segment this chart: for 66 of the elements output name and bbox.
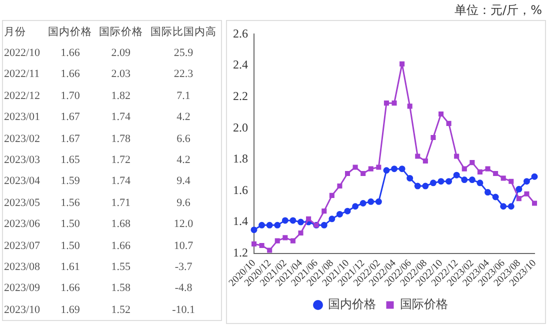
y-tick-label: 2.6 [233,26,248,40]
text: 1.66 [110,238,132,254]
text: 2023/02 [3,132,42,147]
text: 1.59 [60,174,81,190]
y-tick-label: 1.2 [233,245,248,260]
y-tick-label: 2.4 [233,58,248,72]
text: 25.9 [172,46,194,62]
text: 1.50 [60,238,81,254]
text: 1.66 [60,281,81,296]
text: 月份 [3,24,27,40]
text: 2022/12 [3,88,42,104]
text: -3.7 [174,260,194,275]
legend-label: 国际价格 [400,297,448,312]
text: 2023/05 [3,196,42,211]
text: 1.71 [110,196,132,211]
text: -10.1 [171,302,196,318]
text: 2023/10 [3,302,42,318]
text: 2.09 [110,46,132,62]
text: 1.50 [60,217,81,232]
text: 1.61 [60,260,81,275]
y-tick-label: 2.2 [233,88,248,103]
text: 1.74 [110,110,132,126]
text: 2023/03 [3,153,42,168]
y-tick-label: 1.8 [233,152,248,166]
y-tick-label: 1.4 [233,214,248,228]
text: 1.66 [60,46,81,62]
text: 1.67 [60,110,81,126]
text: 2022/10 [3,46,42,62]
text: -4.8 [174,281,194,296]
text: 1.68 [110,217,132,232]
text: 1.65 [60,153,81,168]
text: 1.55 [110,260,132,275]
text: 2022/11 [3,67,41,82]
text: 国内价格 [47,24,94,40]
text: 9.6 [176,196,192,211]
legend-label: 国内价格 [328,297,376,312]
text: 2023/01 [3,110,42,126]
text: 1.56 [60,196,81,211]
text: 7.1 [176,88,192,104]
text: 1.58 [110,281,132,296]
text: 4.2 [176,110,192,126]
text: 22.3 [172,67,194,82]
text: 1.72 [110,153,132,168]
y-tick-label: 1.6 [233,182,248,197]
text: 1.66 [60,67,81,82]
text: 1.69 [60,302,81,318]
text: 1.70 [60,88,81,104]
y-tick-label: 2.0 [233,120,248,134]
text: 国际比国内高 [150,24,218,40]
text: 2023/06 [3,217,42,232]
text: 12.0 [172,217,194,232]
text: 6.6 [176,132,192,147]
text: 2023/09 [3,281,42,296]
text: 9.4 [176,174,192,190]
text: 单位：元/斤，% [454,2,542,19]
text: 1.74 [110,174,132,190]
text: 1.82 [110,88,132,104]
text: 1.52 [110,302,132,318]
text: 10.7 [172,238,194,254]
text: 4.2 [176,153,192,168]
text: 2023/04 [3,174,42,190]
text: 1.67 [60,132,81,147]
text: 1.78 [110,132,132,147]
text: 2.03 [110,67,132,82]
text: 2023/07 [3,238,42,254]
text: 国际价格 [98,24,144,40]
